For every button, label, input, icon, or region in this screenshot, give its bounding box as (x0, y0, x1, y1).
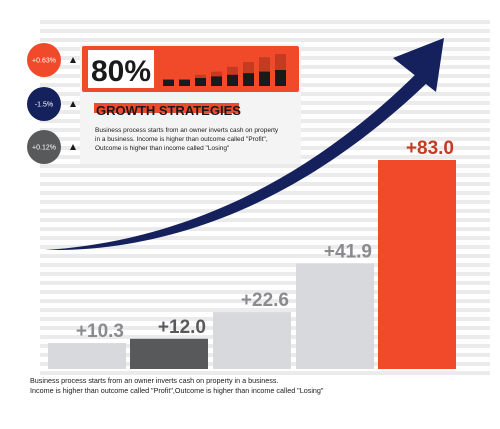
growth-arrow (45, 38, 444, 251)
data-label-5: +83.0 (406, 138, 454, 159)
bar-4 (296, 263, 374, 369)
stripe (40, 254, 490, 258)
data-labels: +10.3 +12.0 +22.6 +41.9 +83.0 (76, 138, 454, 342)
stripe (40, 236, 490, 240)
mini-bar-base (275, 70, 286, 86)
stripe (40, 371, 490, 375)
footer-line-1: Business process starts from an owner in… (30, 376, 278, 385)
info-panel: 80% GROWTH STRATEGIES Business process s… (80, 44, 301, 164)
footer-line-2: Income is higher than outcome called "Pr… (30, 386, 324, 395)
panel-body-line-1: Business process starts from an owner in… (95, 127, 279, 134)
stripe (40, 182, 490, 186)
bar-1 (48, 343, 126, 369)
mini-bar-base (195, 78, 206, 86)
stripe (40, 200, 490, 204)
mini-bar-base (227, 74, 238, 86)
panel-body-line-3: Outcome is higher than income called "Lo… (95, 145, 230, 152)
up-triangle-icon (70, 101, 76, 107)
stripe (40, 218, 490, 222)
badge-circle-3 (27, 130, 61, 164)
data-label-1: +10.3 (76, 321, 124, 342)
stripe (40, 173, 490, 177)
bar-3 (213, 312, 291, 369)
stripe (40, 308, 490, 312)
stripe (40, 290, 490, 294)
data-label-2: +12.0 (158, 317, 206, 338)
up-triangle-icon (70, 144, 76, 150)
mini-bar-base (243, 73, 254, 86)
mini-bar-base (179, 79, 190, 86)
badge-circle-1 (27, 43, 61, 77)
panel-heading: GROWTH STRATEGIES (96, 103, 241, 118)
stripe (40, 272, 490, 276)
panel-body-line-2: in a business. Income is higher than out… (95, 136, 268, 143)
data-label-4: +41.9 (324, 241, 372, 262)
big-value: 80% (91, 55, 151, 88)
badge-label-3: +0.12% (32, 145, 56, 152)
value-box (88, 50, 154, 88)
badge-circle-2 (27, 87, 61, 121)
stripe (40, 227, 490, 231)
data-label-3: +22.6 (241, 290, 289, 311)
stripe (40, 263, 490, 267)
stripe (40, 281, 490, 285)
badge-label-2: -1.5% (35, 102, 53, 109)
stripe (40, 299, 490, 303)
mini-bar-base (259, 71, 270, 86)
heading-underline (94, 103, 239, 113)
stripe (40, 38, 490, 42)
stripe (40, 29, 490, 33)
bar-2 (130, 338, 208, 369)
mini-bar-base (211, 76, 222, 86)
arrow-head (393, 38, 444, 92)
mini-bar-chart (163, 54, 286, 86)
stripe (40, 245, 490, 249)
stripe (40, 164, 490, 168)
badge-label-1: +0.63% (32, 58, 56, 65)
badge-column: +0.63% -1.5% +0.12% (27, 43, 76, 164)
bar-5 (378, 160, 456, 369)
up-triangle-icon (70, 57, 76, 63)
stripe (40, 209, 490, 213)
mini-bar-base (163, 79, 174, 86)
bar-series (48, 160, 456, 369)
stripe (40, 20, 490, 24)
